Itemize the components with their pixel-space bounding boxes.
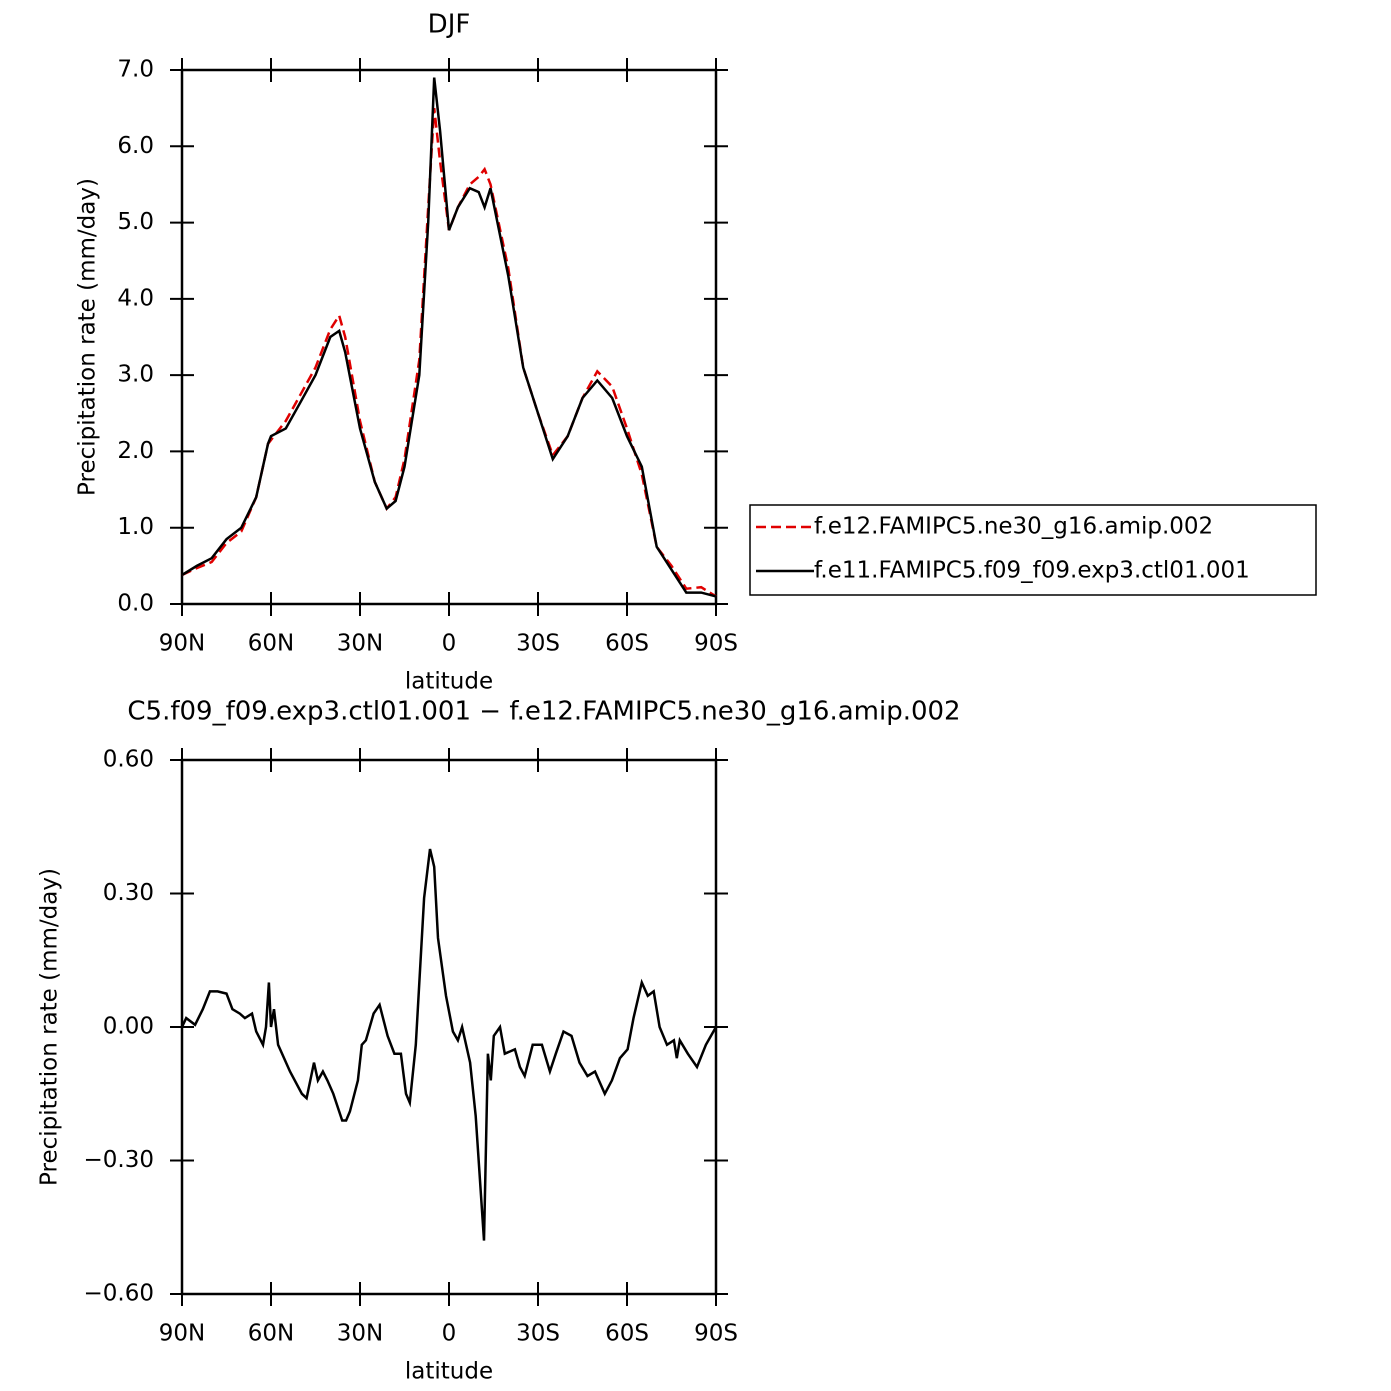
x-tick-label: 90N bbox=[159, 1321, 205, 1347]
chart-title: DJF bbox=[428, 10, 471, 40]
x-tick-label: 60S bbox=[605, 631, 649, 657]
y-tick-label: −0.30 bbox=[84, 1147, 154, 1173]
x-tick-label: 0 bbox=[442, 631, 457, 657]
legend-label: f.e12.FAMIPC5.ne30_g16.amip.002 bbox=[814, 514, 1213, 540]
data-line bbox=[181, 107, 717, 598]
x-tick-label: 60N bbox=[248, 631, 294, 657]
plot-frame bbox=[180, 68, 718, 606]
x-tick-label: 30N bbox=[337, 631, 383, 657]
chart-title: C5.f09_f09.exp3.ctl01.001 − f.e12.FAMIPC… bbox=[127, 697, 960, 727]
y-tick-label: 1.0 bbox=[117, 514, 154, 540]
x-tick-label: 30S bbox=[516, 631, 560, 657]
plot-frame bbox=[180, 758, 718, 1296]
y-tick-label: 5.0 bbox=[117, 209, 154, 235]
x-tick-label: 30S bbox=[516, 1321, 560, 1347]
x-tick-label: 60N bbox=[248, 1321, 294, 1347]
x-tick-label: 90N bbox=[159, 631, 205, 657]
y-tick-label: 0.60 bbox=[103, 747, 154, 773]
y-tick-label: 4.0 bbox=[117, 285, 154, 311]
x-axis-label: latitude bbox=[405, 669, 493, 695]
y-tick-label: 7.0 bbox=[117, 57, 154, 83]
x-axis-label: latitude bbox=[405, 1359, 493, 1385]
x-tick-label: 60S bbox=[605, 1321, 649, 1347]
y-tick-label: 2.0 bbox=[117, 438, 154, 464]
y-axis-label: Precipitation rate (mm/day) bbox=[75, 178, 101, 496]
y-tick-label: 0.00 bbox=[103, 1014, 154, 1040]
y-tick-label: 3.0 bbox=[117, 362, 154, 388]
legend-label: f.e11.FAMIPC5.f09_f09.exp3.ctl01.001 bbox=[814, 558, 1250, 584]
y-tick-label: −0.60 bbox=[84, 1281, 154, 1307]
legend-box bbox=[749, 504, 1317, 596]
y-tick-label: 6.0 bbox=[117, 133, 154, 159]
data-line bbox=[180, 848, 718, 1241]
x-tick-label: 90S bbox=[694, 631, 738, 657]
y-axis-label: Precipitation rate (mm/day) bbox=[37, 868, 63, 1186]
x-tick-label: 0 bbox=[442, 1321, 457, 1347]
data-line bbox=[181, 77, 717, 598]
y-tick-label: 0.30 bbox=[103, 880, 154, 906]
x-tick-label: 30N bbox=[337, 1321, 383, 1347]
y-tick-label: 0.0 bbox=[117, 591, 154, 617]
x-tick-label: 90S bbox=[694, 1321, 738, 1347]
